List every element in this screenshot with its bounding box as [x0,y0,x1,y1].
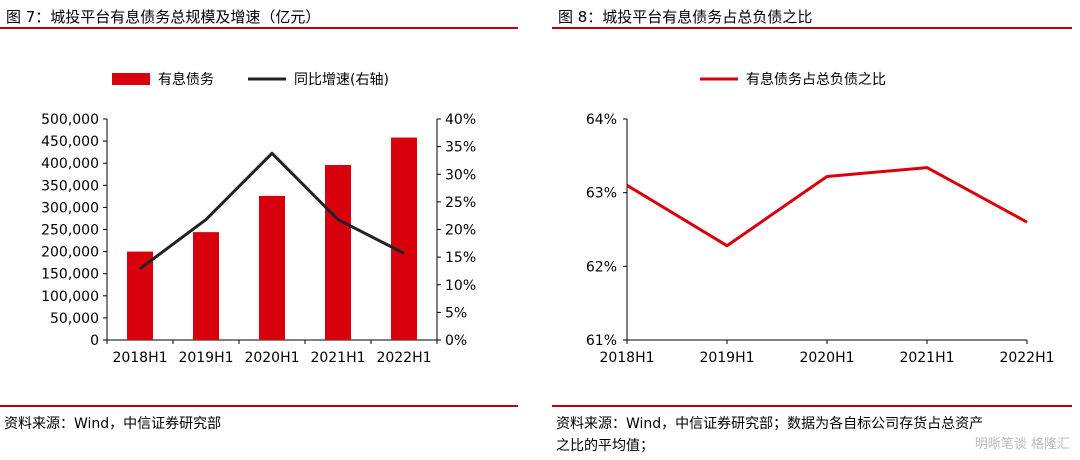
right-y-tick-label: 20% [445,223,476,239]
figure-8-title: 图 8：城投平台有息债务占总负债之比 [558,8,813,26]
bar-debt [259,195,285,340]
figure-7-source: 资料来源：Wind，中信证券研究部 [4,416,222,432]
x-tick-label: 2018H1 [599,350,654,366]
right-y-tick-label: 40% [445,112,476,128]
bar-debt [193,232,219,340]
left-y-tick-label: 300,000 [41,200,99,216]
figure-8-source-line-2: 之比的平均值； [556,438,654,454]
chart-legend: 有息债务 同比增速(右轴) [112,71,389,88]
right-y-tick-label: 15% [445,250,476,266]
y-tick-label: 63% [586,186,617,202]
figure-7-bottom-rule [0,405,518,407]
x-tick-label: 2020H1 [799,350,854,366]
left-y-tick-label: 500,000 [41,112,99,128]
bar-debt [127,251,153,340]
left-y-tick-label: 100,000 [41,289,99,305]
legend-label-line: 同比增速(右轴) [294,72,389,88]
y-tick-label: 62% [586,259,617,275]
left-y-tick-label: 450,000 [41,134,99,150]
figure-8-bottom-rule [552,405,1072,407]
x-tick-label: 2021H1 [899,350,954,366]
figure-7-top-rule [0,27,518,29]
debt-scale-chart: 有息债务 同比增速(右轴) 0 50,000 100,000 150,000 200,0… [41,71,476,366]
watermark: 明晰笔谈 格隆汇 [974,437,1070,452]
figure-8-source: 资料来源：Wind，中信证券研究部；数据为各自标公司存货占总资产 之比的平均值； [556,413,983,457]
debt-ratio-chart: 有息债务占总负债之比 61% 62% 63% 64% 2018H1 2019H1 2020H… [586,71,1055,366]
left-y-tick-label: 250,000 [41,223,99,239]
figure-8-panel: 图 8：城投平台有息债务占总负债之比 有息债务占总负债之比 61% 62% 63% 6… [552,0,1080,460]
left-y-tick-label: 50,000 [50,311,99,327]
x-tick-label: 2019H1 [178,350,233,366]
right-y-tick-label: 30% [445,167,476,183]
x-tick-label: 2022H1 [376,350,431,366]
left-y-tick-label: 200,000 [41,245,99,261]
bar-debt [325,164,351,340]
figure-7-panel: 图 7：城投平台有息债务总规模及增速（亿元） 有息债务 同比增速(右轴) 0 50… [0,0,520,460]
legend-label-bar: 有息债务 [158,71,214,88]
bar-debt [391,137,417,340]
right-y-tick-label: 5% [445,305,467,321]
right-y-tick-label: 35% [445,140,476,156]
y-tick-label: 64% [586,112,617,128]
legend-swatch-bar [112,73,150,85]
series-line-ratio [626,166,1028,248]
y-tick-label: 61% [586,333,617,349]
chart-legend: 有息债务占总负债之比 [700,71,886,88]
x-tick-label: 2022H1 [999,350,1054,366]
figure-7-title: 图 7：城投平台有息债务总规模及增速（亿元） [6,8,321,26]
figure-8-top-rule [552,27,1072,29]
right-y-tick-label: 25% [445,195,476,211]
figure-8-source-line-1: 资料来源：Wind，中信证券研究部；数据为各自标公司存货占总资产 [556,416,984,432]
x-tick-label: 2021H1 [310,350,365,366]
left-y-tick-label: 350,000 [41,178,99,194]
legend-label-line: 有息债务占总负债之比 [746,71,886,88]
right-y-tick-label: 0% [445,333,467,349]
x-tick-label: 2018H1 [112,350,167,366]
x-tick-label: 2020H1 [244,350,299,366]
left-y-tick-label: 150,000 [41,267,99,283]
x-tick-label: 2019H1 [699,350,754,366]
left-y-tick-label: 400,000 [41,156,99,172]
left-y-tick-label: 0 [90,333,99,349]
right-y-tick-label: 10% [445,278,476,294]
